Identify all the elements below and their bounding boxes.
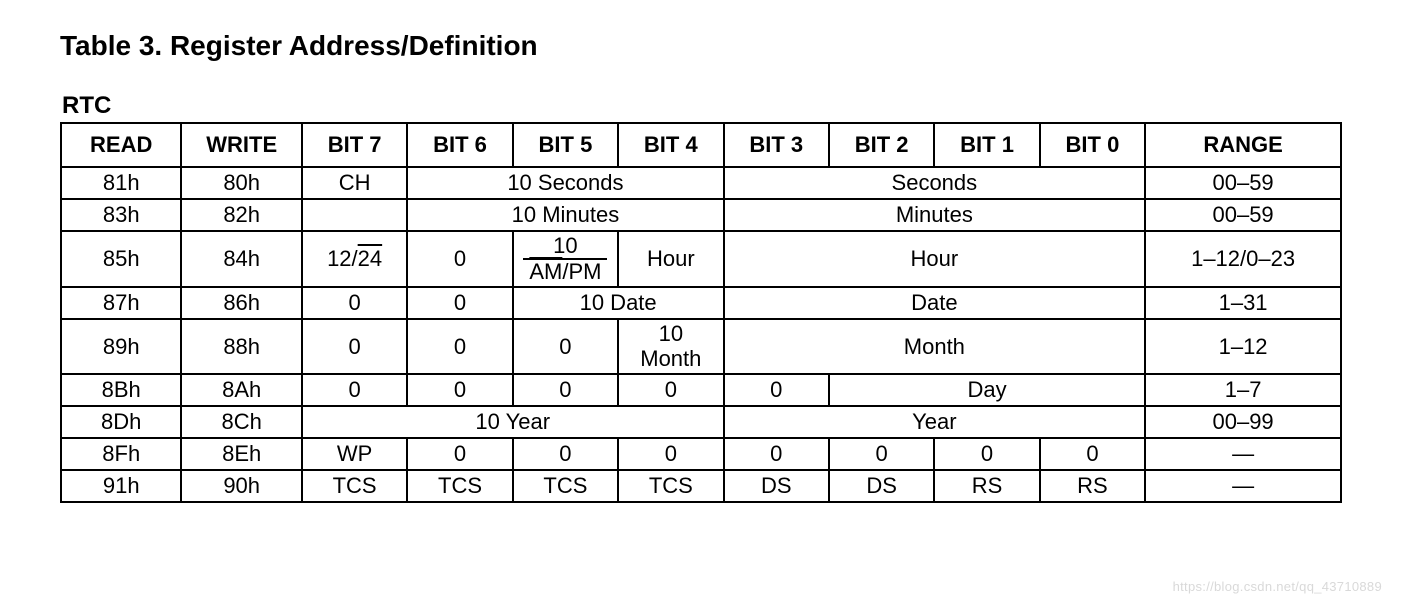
cell-bit: DS bbox=[829, 470, 934, 502]
cell-bit: Month bbox=[724, 319, 1146, 373]
cell-bit: TCS bbox=[302, 470, 407, 502]
cell-range: 1–31 bbox=[1145, 287, 1341, 319]
cell-write: 80h bbox=[181, 167, 301, 199]
table-row: 91h90hTCSTCSTCSTCSDSDSRSRS— bbox=[61, 470, 1341, 502]
cell-bit: 0 bbox=[407, 287, 512, 319]
cell-range: 00–59 bbox=[1145, 167, 1341, 199]
cell-bit: 0 bbox=[934, 438, 1039, 470]
table-body: 81h80hCH10 SecondsSeconds00–5983h82h10 M… bbox=[61, 167, 1341, 502]
cell-bit: 0 bbox=[618, 438, 723, 470]
cell-read: 81h bbox=[61, 167, 181, 199]
cell-range: — bbox=[1145, 438, 1341, 470]
cell-bit: 10 Seconds bbox=[407, 167, 723, 199]
col-bit7: BIT 7 bbox=[302, 123, 407, 167]
cell-bit: 10Month bbox=[618, 319, 723, 373]
register-table: READ WRITE BIT 7 BIT 6 BIT 5 BIT 4 BIT 3… bbox=[60, 122, 1342, 503]
cell-write: 8Ah bbox=[181, 374, 301, 406]
cell-read: 8Dh bbox=[61, 406, 181, 438]
cell-bit: DS bbox=[724, 470, 829, 502]
col-bit1: BIT 1 bbox=[934, 123, 1039, 167]
cell-bit: CH bbox=[302, 167, 407, 199]
table-row: 8Dh8Ch10 YearYear00–99 bbox=[61, 406, 1341, 438]
cell-bit: 10 Year bbox=[302, 406, 724, 438]
cell-bit: 10 Minutes bbox=[407, 199, 723, 231]
table-row: 81h80hCH10 SecondsSeconds00–59 bbox=[61, 167, 1341, 199]
cell-bit: 0 bbox=[618, 374, 723, 406]
cell-range: 1–12/0–23 bbox=[1145, 231, 1341, 287]
cell-bit: 12/24 bbox=[302, 231, 407, 287]
cell-read: 87h bbox=[61, 287, 181, 319]
col-bit2: BIT 2 bbox=[829, 123, 934, 167]
cell-bit: 0 bbox=[724, 438, 829, 470]
cell-bit: RS bbox=[934, 470, 1039, 502]
cell-bit: 10 Date bbox=[513, 287, 724, 319]
col-bit3: BIT 3 bbox=[724, 123, 829, 167]
cell-bit: 0 bbox=[829, 438, 934, 470]
table-title: Table 3. Register Address/Definition bbox=[60, 30, 1342, 62]
cell-write: 82h bbox=[181, 199, 301, 231]
table-row: 89h88h00010MonthMonth1–12 bbox=[61, 319, 1341, 373]
cell-write: 90h bbox=[181, 470, 301, 502]
cell-bit: TCS bbox=[513, 470, 618, 502]
cell-bit: 10AM/PM bbox=[513, 231, 618, 287]
watermark: https://blog.csdn.net/qq_43710889 bbox=[1173, 579, 1382, 594]
cell-bit bbox=[302, 199, 407, 231]
cell-bit: RS bbox=[1040, 470, 1145, 502]
cell-bit: TCS bbox=[618, 470, 723, 502]
cell-bit: WP bbox=[302, 438, 407, 470]
cell-bit: 0 bbox=[407, 374, 512, 406]
cell-read: 85h bbox=[61, 231, 181, 287]
cell-write: 8Ch bbox=[181, 406, 301, 438]
cell-bit: TCS bbox=[407, 470, 512, 502]
cell-bit: Day bbox=[829, 374, 1145, 406]
cell-bit: 0 bbox=[302, 319, 407, 373]
cell-read: 8Bh bbox=[61, 374, 181, 406]
cell-range: — bbox=[1145, 470, 1341, 502]
cell-bit: Hour bbox=[618, 231, 723, 287]
cell-bit: 0 bbox=[513, 438, 618, 470]
table-row: 85h84h12/24010AM/PMHourHour1–12/0–23 bbox=[61, 231, 1341, 287]
cell-bit: 0 bbox=[302, 287, 407, 319]
cell-bit: 0 bbox=[407, 319, 512, 373]
cell-bit: Minutes bbox=[724, 199, 1146, 231]
cell-read: 8Fh bbox=[61, 438, 181, 470]
cell-range: 00–99 bbox=[1145, 406, 1341, 438]
cell-bit: 0 bbox=[407, 231, 512, 287]
cell-read: 89h bbox=[61, 319, 181, 373]
cell-bit: Seconds bbox=[724, 167, 1146, 199]
cell-write: 88h bbox=[181, 319, 301, 373]
table-header-row: READ WRITE BIT 7 BIT 6 BIT 5 BIT 4 BIT 3… bbox=[61, 123, 1341, 167]
cell-bit: 0 bbox=[513, 319, 618, 373]
col-bit0: BIT 0 bbox=[1040, 123, 1145, 167]
table-subtitle: RTC bbox=[62, 92, 1342, 120]
cell-read: 91h bbox=[61, 470, 181, 502]
col-bit4: BIT 4 bbox=[618, 123, 723, 167]
col-bit5: BIT 5 bbox=[513, 123, 618, 167]
cell-bit: 0 bbox=[724, 374, 829, 406]
cell-bit: 0 bbox=[302, 374, 407, 406]
col-write: WRITE bbox=[181, 123, 301, 167]
table-row: 87h86h0010 DateDate1–31 bbox=[61, 287, 1341, 319]
cell-read: 83h bbox=[61, 199, 181, 231]
col-range: RANGE bbox=[1145, 123, 1341, 167]
cell-bit: Date bbox=[724, 287, 1146, 319]
col-bit6: BIT 6 bbox=[407, 123, 512, 167]
cell-bit: 0 bbox=[513, 374, 618, 406]
table-row: 83h82h 10 MinutesMinutes00–59 bbox=[61, 199, 1341, 231]
col-read: READ bbox=[61, 123, 181, 167]
cell-range: 1–7 bbox=[1145, 374, 1341, 406]
cell-write: 8Eh bbox=[181, 438, 301, 470]
cell-range: 1–12 bbox=[1145, 319, 1341, 373]
cell-bit: Hour bbox=[724, 231, 1146, 287]
cell-bit: Year bbox=[724, 406, 1146, 438]
cell-write: 86h bbox=[181, 287, 301, 319]
cell-bit: 0 bbox=[407, 438, 512, 470]
cell-range: 00–59 bbox=[1145, 199, 1341, 231]
cell-write: 84h bbox=[181, 231, 301, 287]
table-row: 8Fh8EhWP0000000— bbox=[61, 438, 1341, 470]
cell-bit: 0 bbox=[1040, 438, 1145, 470]
table-row: 8Bh8Ah00000Day1–7 bbox=[61, 374, 1341, 406]
